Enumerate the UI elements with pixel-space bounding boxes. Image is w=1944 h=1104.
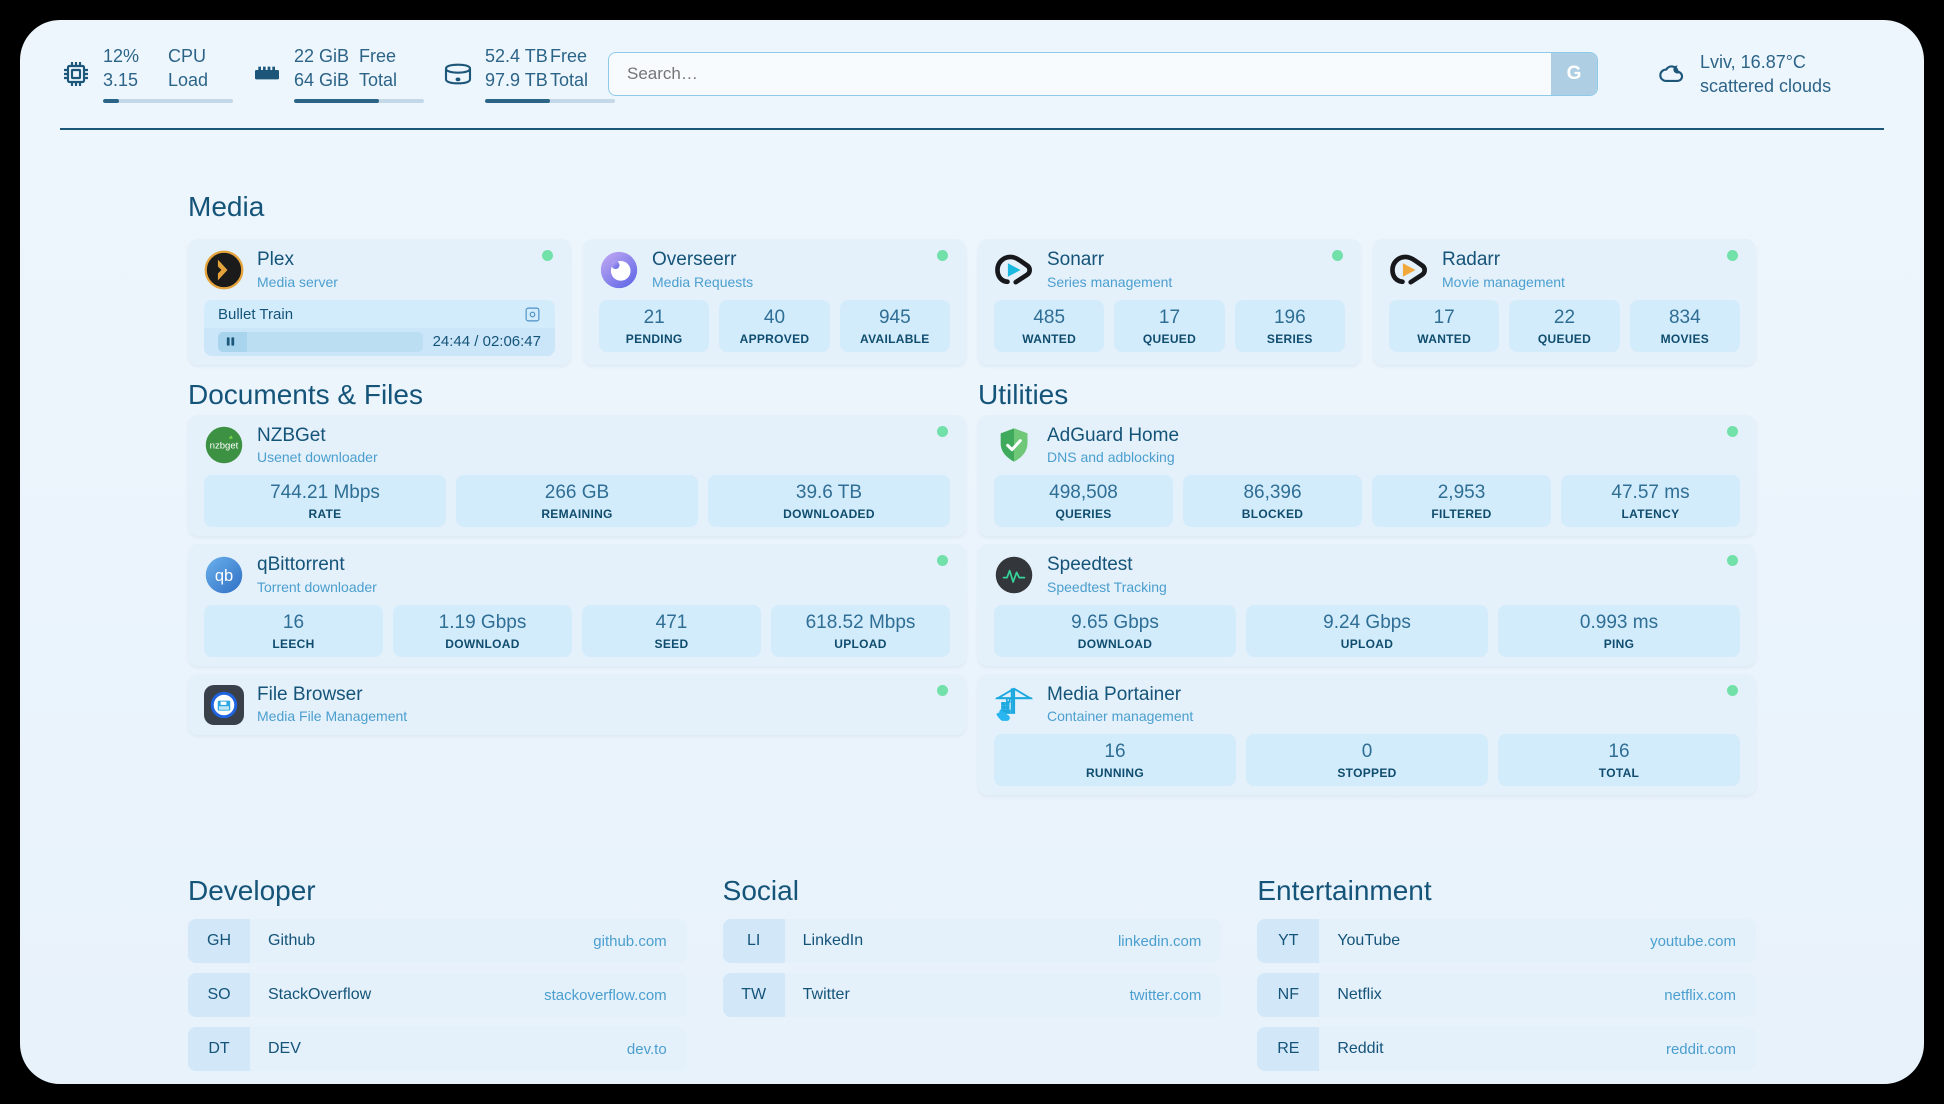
svg-text:qb: qb bbox=[215, 566, 233, 585]
svg-text:nzbget: nzbget bbox=[210, 441, 239, 452]
